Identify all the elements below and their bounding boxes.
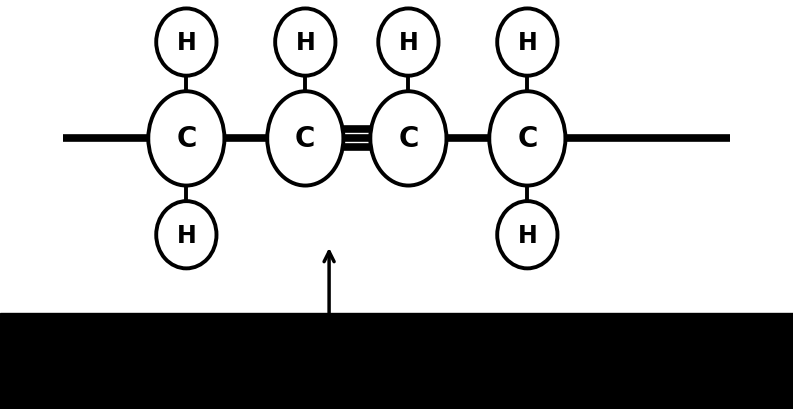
Ellipse shape (378, 9, 439, 76)
Text: H: H (177, 223, 196, 247)
Text: C: C (295, 125, 316, 153)
Text: H: H (296, 31, 315, 55)
Text: H: H (399, 31, 418, 55)
Ellipse shape (156, 202, 216, 269)
Text: C: C (398, 125, 419, 153)
Ellipse shape (275, 9, 335, 76)
Text: H: H (518, 31, 537, 55)
Ellipse shape (156, 9, 216, 76)
Ellipse shape (497, 202, 557, 269)
Text: C: C (517, 125, 538, 153)
Ellipse shape (148, 92, 224, 186)
Ellipse shape (267, 92, 343, 186)
Text: H: H (177, 31, 196, 55)
Ellipse shape (497, 9, 557, 76)
Bar (0, 313, 793, 409)
Ellipse shape (489, 92, 565, 186)
Text: H: H (518, 223, 537, 247)
Text: C: C (176, 125, 197, 153)
Ellipse shape (370, 92, 446, 186)
